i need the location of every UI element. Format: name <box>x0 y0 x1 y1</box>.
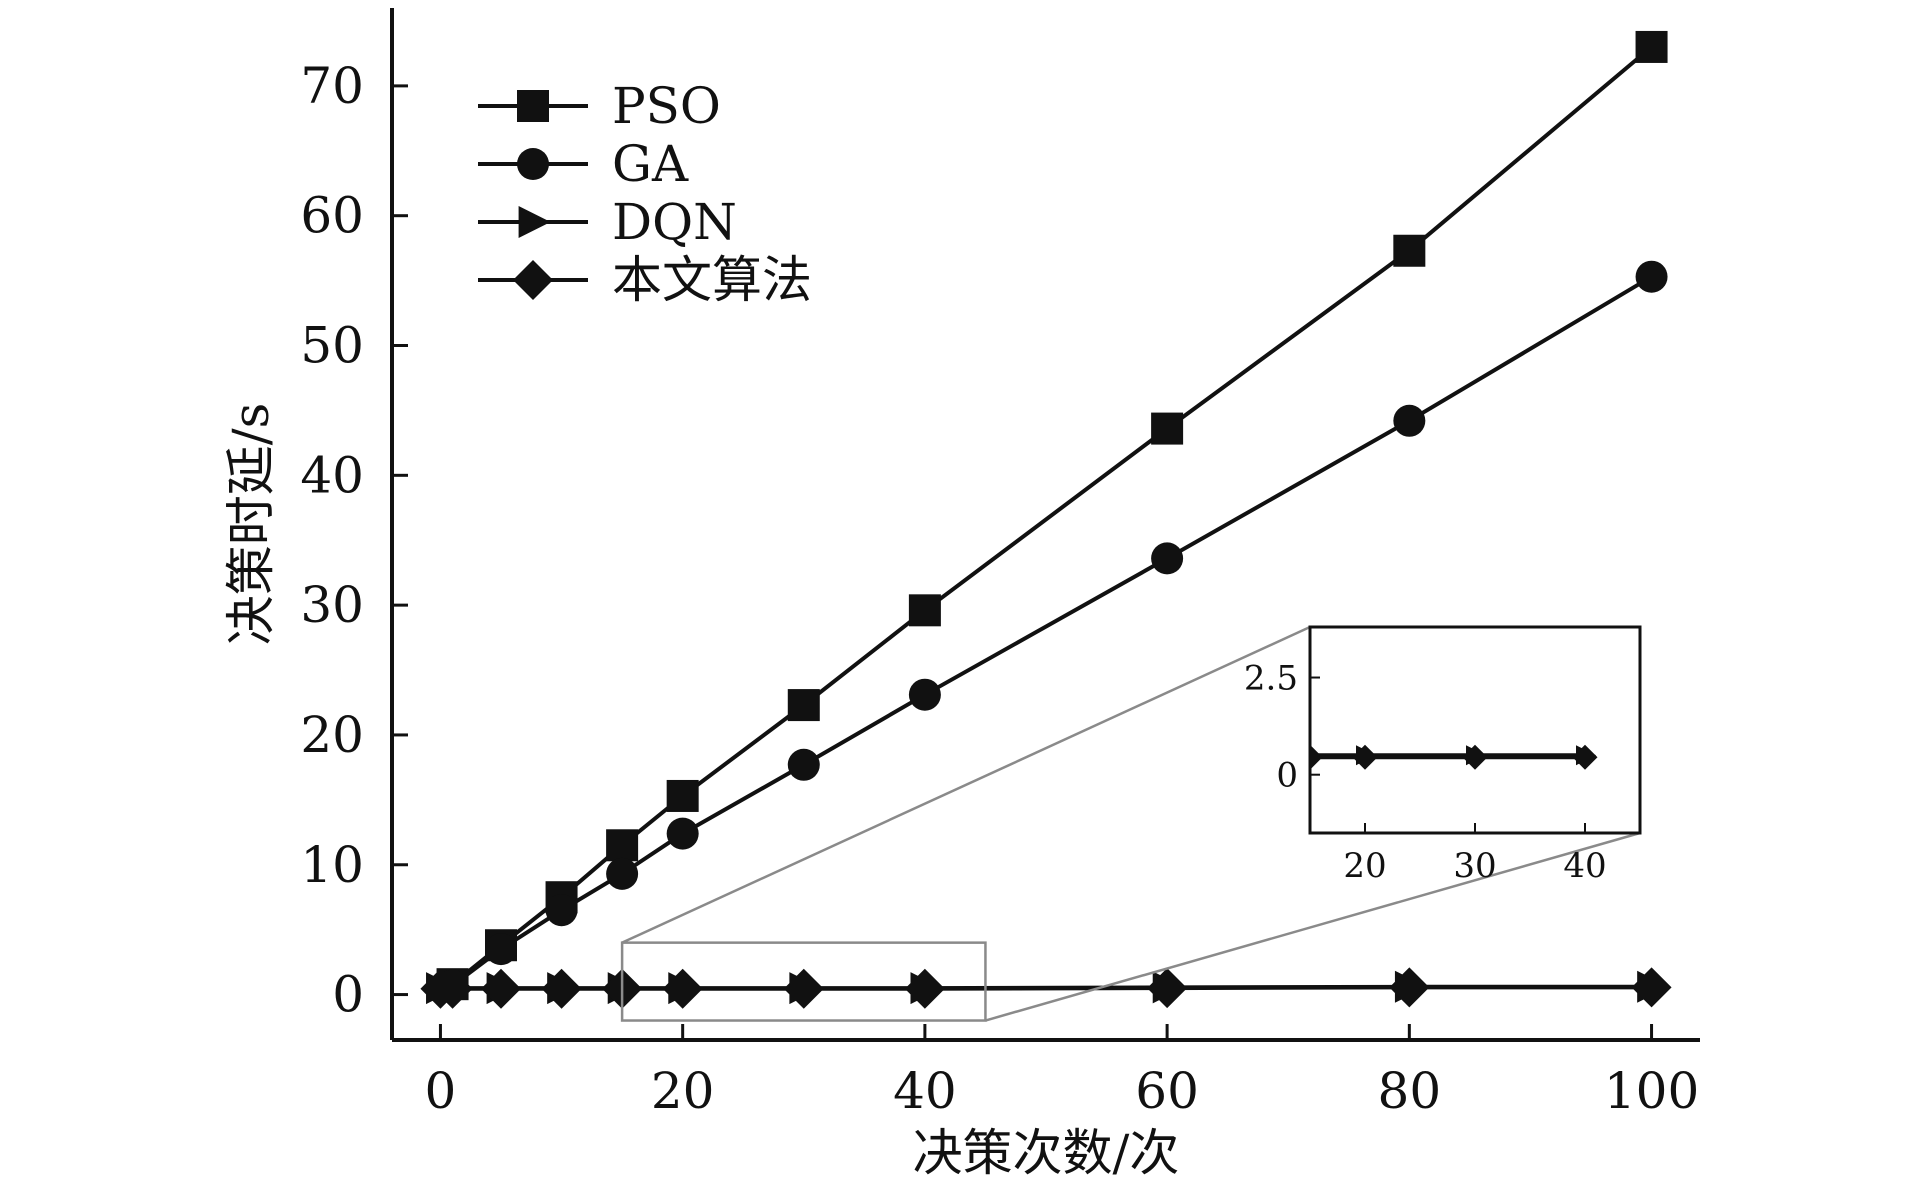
series-line <box>451 45 1653 986</box>
legend-marker <box>513 260 553 300</box>
legend-marker <box>517 148 549 180</box>
series-line <box>451 274 1653 988</box>
data-point <box>783 968 824 1009</box>
x-tick-label: 20 <box>651 1062 715 1120</box>
data-point <box>541 968 582 1009</box>
legend-item-ga: GA <box>478 135 689 193</box>
legend-item-dqn: DQN <box>478 193 737 251</box>
data-point <box>485 933 517 966</box>
data-point <box>666 779 699 812</box>
inset-data-point <box>1243 745 1268 770</box>
data-point <box>1151 412 1184 445</box>
inset-data-point <box>1572 744 1598 770</box>
y-tick-label: 50 <box>300 317 364 375</box>
legend-item-pso: PSO <box>478 77 721 135</box>
y-tick-label: 20 <box>300 706 364 764</box>
data-point <box>1635 30 1668 63</box>
data-point <box>787 689 820 722</box>
series-series-4 <box>420 967 1672 1009</box>
inset-plot: 0 2.5 20 30 40 <box>1243 625 1642 886</box>
x-axis-title: 决策次数/次 <box>913 1124 1180 1181</box>
legend-label: DQN <box>612 193 737 251</box>
zoom-connector <box>621 625 1311 944</box>
data-point <box>481 968 521 1009</box>
data-point <box>908 594 941 627</box>
data-point <box>1147 968 1188 1009</box>
zoom-connector <box>985 831 1641 1022</box>
x-tick-label: 60 <box>1135 1062 1199 1120</box>
inset-data-point <box>1352 744 1378 770</box>
legend-label: GA <box>612 135 689 193</box>
inset-series <box>1243 744 1598 770</box>
inset-x-tick-label: 30 <box>1453 846 1496 886</box>
inset-series-series-4 <box>1243 744 1598 770</box>
x-tick-label: 100 <box>1604 1062 1699 1120</box>
y-tick-label: 0 <box>332 966 364 1024</box>
data-point <box>1393 404 1426 437</box>
data-point <box>545 894 578 927</box>
inset-x-tick-label: 20 <box>1343 846 1386 886</box>
x-tick-label: 40 <box>893 1062 957 1120</box>
data-point <box>908 678 941 711</box>
x-tick-label: 0 <box>425 1062 457 1120</box>
zoom-region-box <box>620 941 987 1022</box>
legend-marker <box>518 206 551 238</box>
data-point <box>1393 234 1426 267</box>
data-point <box>1151 542 1184 575</box>
y-tick-label: 60 <box>300 187 364 245</box>
data-point <box>1631 967 1672 1008</box>
y-tick-label: 30 <box>300 576 364 634</box>
legend-marker <box>517 90 549 122</box>
data-point <box>606 829 639 862</box>
y-tick-label: 40 <box>300 446 364 504</box>
y-tick-label: 70 <box>300 57 364 115</box>
inset-data-point <box>1246 745 1266 765</box>
inset-y-tick-label: 0 <box>1276 756 1298 796</box>
data-point <box>606 857 639 890</box>
data-point <box>666 817 699 850</box>
zoom-guides <box>620 625 1641 1022</box>
data-point <box>662 968 703 1009</box>
inset-frame <box>1308 625 1642 835</box>
data-point <box>904 968 945 1009</box>
data-point <box>787 748 820 781</box>
main-plot: 0 10 20 30 40 50 60 70 0 20 40 60 80 100 <box>300 8 1700 1120</box>
inset-data-point <box>1310 744 1323 770</box>
inset-x-tick-label: 40 <box>1563 846 1606 886</box>
y-axis-title: 决策时延/s <box>222 403 280 646</box>
legend-item-series-4: 本文算法 <box>478 251 812 309</box>
y-tick-label: 10 <box>300 836 364 894</box>
inset-data-point <box>1462 744 1488 770</box>
inset-y-tick-label: 2.5 <box>1244 659 1298 699</box>
legend-label: PSO <box>612 77 721 135</box>
data-point <box>1389 967 1430 1008</box>
data-point <box>432 968 473 1009</box>
legend-label: 本文算法 <box>612 251 812 309</box>
data-point <box>1635 260 1668 293</box>
x-tick-label: 80 <box>1378 1062 1442 1120</box>
